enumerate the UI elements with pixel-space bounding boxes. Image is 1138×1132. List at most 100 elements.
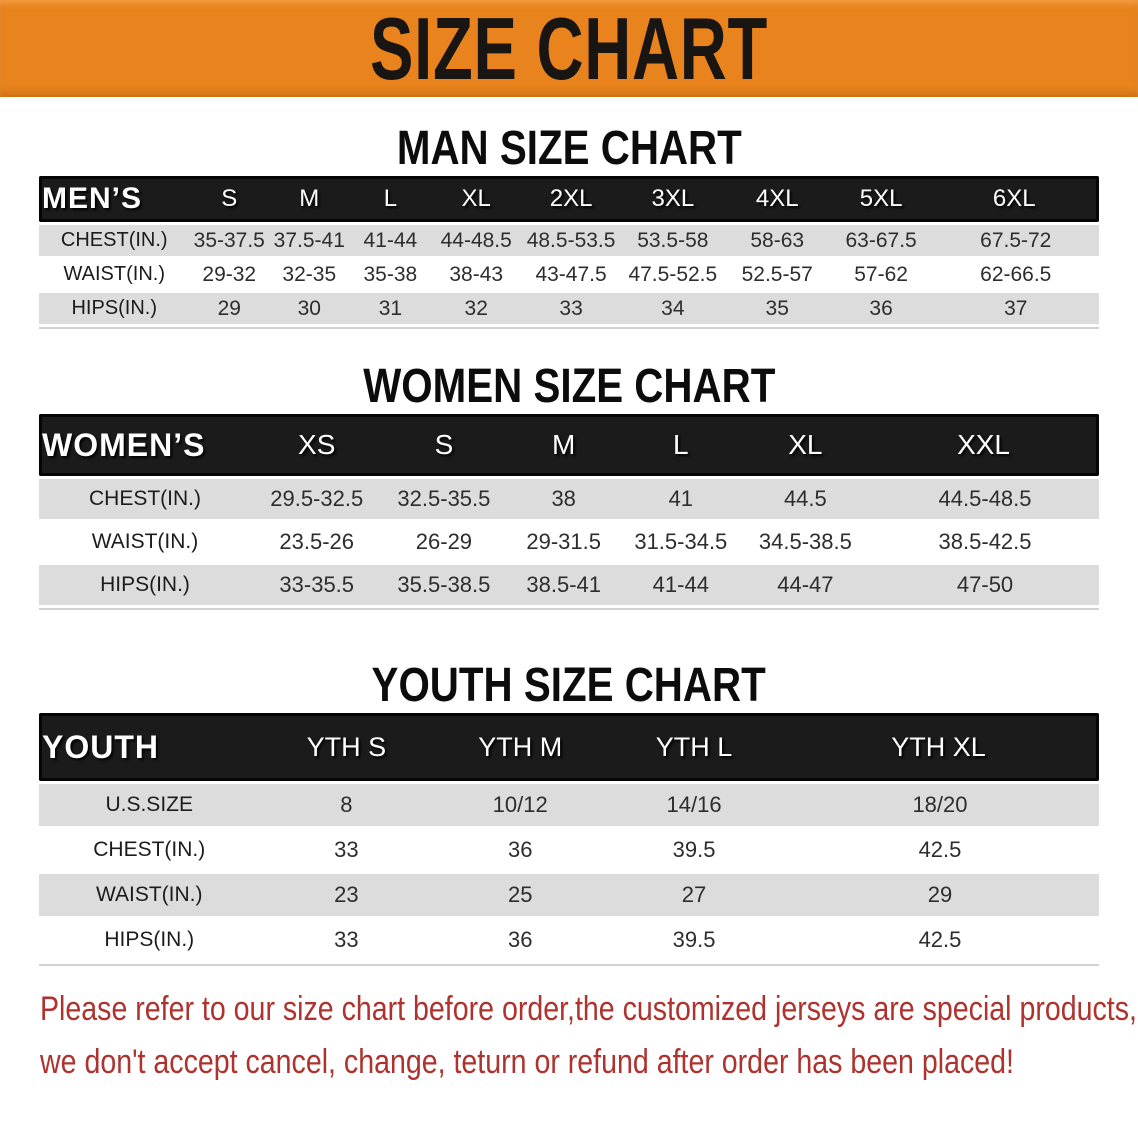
size-value-cell: 44.5-48.5 — [871, 479, 1099, 519]
women-hips-row: HIPS(IN.) 33-35.5 35.5-38.5 38.5-41 41-4… — [39, 565, 1099, 605]
size-value-cell: 18/20 — [780, 784, 1099, 826]
men-chest-row: CHEST(IN.) 35-37.5 37.5-41 41-44 44-48.5… — [39, 225, 1099, 256]
size-value-cell: 38.5-42.5 — [871, 522, 1099, 562]
size-value-cell: 52.5-57 — [724, 259, 830, 290]
size-column-header: M — [505, 414, 622, 476]
size-column-header: S — [382, 414, 506, 476]
size-value-cell: 36 — [829, 293, 933, 324]
size-value-cell: 41 — [621, 479, 740, 519]
size-value-cell: 33 — [259, 919, 434, 961]
size-value-cell: 36 — [433, 829, 608, 871]
size-value-cell: 23.5-26 — [251, 522, 383, 562]
size-column-header: M — [269, 176, 350, 222]
size-value-cell: 33-35.5 — [251, 565, 383, 605]
size-value-cell: 53.5-58 — [620, 225, 725, 256]
size-value-cell: 38.5-41 — [505, 565, 622, 605]
size-value-cell: 32-35 — [269, 259, 350, 290]
women-table-label: WOMEN’S — [39, 414, 251, 476]
size-column-header: YTH XL — [780, 713, 1099, 781]
banner: SIZE CHART — [0, 0, 1138, 97]
size-value-cell: 32.5-35.5 — [382, 479, 506, 519]
size-value-cell: 30 — [269, 293, 350, 324]
size-value-cell: 44-48.5 — [431, 225, 522, 256]
size-value-cell: 14/16 — [607, 784, 781, 826]
women-size-table: WOMEN’S XS S M L XL XXL CHEST(IN.) 29.5-… — [39, 411, 1099, 610]
size-value-cell: 26-29 — [382, 522, 506, 562]
size-value-cell: 37.5-41 — [269, 225, 350, 256]
size-value-cell: 42.5 — [780, 919, 1099, 961]
men-table-label: MEN’S — [39, 176, 190, 222]
size-value-cell: 29-32 — [189, 259, 270, 290]
size-value-cell: 39.5 — [607, 919, 781, 961]
row-label: HIPS(IN.) — [39, 919, 260, 961]
size-column-header: XL — [739, 414, 872, 476]
youth-waist-row: WAIST(IN.) 23 25 27 29 — [39, 874, 1099, 916]
size-value-cell: 35 — [724, 293, 830, 324]
size-value-cell: 35-38 — [349, 259, 432, 290]
size-column-header: XS — [251, 414, 383, 476]
size-value-cell: 43-47.5 — [521, 259, 621, 290]
row-label: CHEST(IN.) — [39, 225, 190, 256]
disclaimer-text: Please refer to our size chart before or… — [40, 986, 1138, 1092]
men-section-heading: MAN SIZE CHART — [396, 122, 742, 175]
size-value-cell: 37 — [932, 293, 1099, 324]
size-value-cell: 27 — [607, 874, 781, 916]
size-value-cell: 57-62 — [829, 259, 933, 290]
row-label: CHEST(IN.) — [39, 479, 251, 519]
size-value-cell: 47.5-52.5 — [620, 259, 725, 290]
size-column-header: 4XL — [724, 176, 830, 222]
size-value-cell: 34 — [620, 293, 725, 324]
size-value-cell: 41-44 — [621, 565, 740, 605]
row-label: HIPS(IN.) — [39, 293, 190, 324]
row-label: HIPS(IN.) — [39, 565, 251, 605]
size-column-header: XXL — [871, 414, 1099, 476]
size-value-cell: 67.5-72 — [932, 225, 1099, 256]
size-value-cell: 58-63 — [724, 225, 830, 256]
size-value-cell: 23 — [259, 874, 434, 916]
size-value-cell: 32 — [431, 293, 522, 324]
size-value-cell: 48.5-53.5 — [521, 225, 621, 256]
row-label: WAIST(IN.) — [39, 522, 251, 562]
size-value-cell: 63-67.5 — [829, 225, 933, 256]
size-value-cell: 34.5-38.5 — [739, 522, 872, 562]
size-value-cell: 31.5-34.5 — [621, 522, 740, 562]
size-value-cell: 39.5 — [607, 829, 781, 871]
women-table-header-row: WOMEN’S XS S M L XL XXL — [39, 414, 1099, 476]
men-table-header-row: MEN’S S M L XL 2XL 3XL 4XL 5XL 6XL — [39, 176, 1099, 222]
size-value-cell: 44.5 — [739, 479, 872, 519]
size-column-header: L — [621, 414, 740, 476]
row-label: WAIST(IN.) — [39, 874, 260, 916]
size-value-cell: 38-43 — [431, 259, 522, 290]
size-value-cell: 62-66.5 — [932, 259, 1099, 290]
youth-ussize-row: U.S.SIZE 8 10/12 14/16 18/20 — [39, 784, 1099, 826]
size-value-cell: 33 — [521, 293, 621, 324]
youth-chest-row: CHEST(IN.) 33 36 39.5 42.5 — [39, 829, 1099, 871]
size-column-header: 5XL — [829, 176, 933, 222]
size-value-cell: 35-37.5 — [189, 225, 270, 256]
women-chest-row: CHEST(IN.) 29.5-32.5 32.5-35.5 38 41 44.… — [39, 479, 1099, 519]
size-value-cell: 31 — [349, 293, 432, 324]
women-waist-row: WAIST(IN.) 23.5-26 26-29 29-31.5 31.5-34… — [39, 522, 1099, 562]
size-column-header: L — [349, 176, 432, 222]
men-waist-row: WAIST(IN.) 29-32 32-35 35-38 38-43 43-47… — [39, 259, 1099, 290]
row-label: WAIST(IN.) — [39, 259, 190, 290]
youth-size-table: YOUTH YTH S YTH M YTH L YTH XL U.S.SIZE … — [39, 710, 1099, 966]
men-hips-row: HIPS(IN.) 29 30 31 32 33 34 35 36 37 — [39, 293, 1099, 324]
size-value-cell: 47-50 — [871, 565, 1099, 605]
size-column-header: 6XL — [932, 176, 1099, 222]
size-value-cell: 33 — [259, 829, 434, 871]
size-column-header: 2XL — [521, 176, 621, 222]
size-value-cell: 10/12 — [433, 784, 608, 826]
men-size-table: MEN’S S M L XL 2XL 3XL 4XL 5XL 6XL CHEST… — [39, 173, 1099, 329]
size-value-cell: 29 — [189, 293, 270, 324]
size-value-cell: 29-31.5 — [505, 522, 622, 562]
youth-section-heading: YOUTH SIZE CHART — [371, 659, 767, 712]
row-label: U.S.SIZE — [39, 784, 260, 826]
size-value-cell: 25 — [433, 874, 608, 916]
size-column-header: 3XL — [620, 176, 725, 222]
size-column-header: YTH L — [607, 713, 781, 781]
size-value-cell: 29 — [780, 874, 1099, 916]
women-section-heading: WOMEN SIZE CHART — [362, 360, 776, 413]
size-value-cell: 38 — [505, 479, 622, 519]
